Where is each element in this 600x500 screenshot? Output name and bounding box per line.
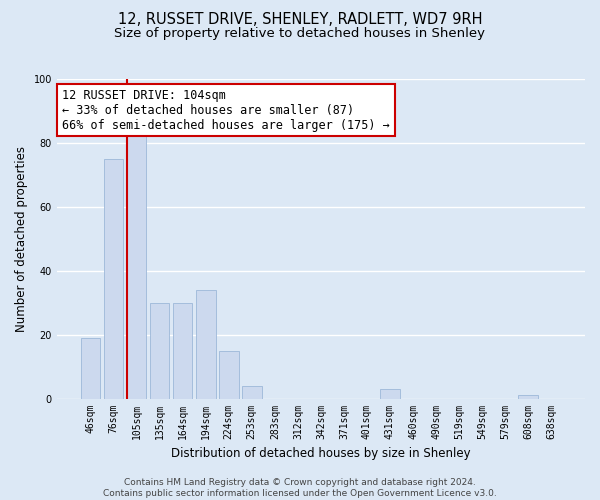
Bar — [173, 302, 193, 398]
Text: 12 RUSSET DRIVE: 104sqm
← 33% of detached houses are smaller (87)
66% of semi-de: 12 RUSSET DRIVE: 104sqm ← 33% of detache… — [62, 88, 390, 132]
Text: Contains HM Land Registry data © Crown copyright and database right 2024.
Contai: Contains HM Land Registry data © Crown c… — [103, 478, 497, 498]
Bar — [518, 396, 538, 398]
X-axis label: Distribution of detached houses by size in Shenley: Distribution of detached houses by size … — [171, 447, 471, 460]
Y-axis label: Number of detached properties: Number of detached properties — [15, 146, 28, 332]
Text: 12, RUSSET DRIVE, SHENLEY, RADLETT, WD7 9RH: 12, RUSSET DRIVE, SHENLEY, RADLETT, WD7 … — [118, 12, 482, 28]
Bar — [150, 302, 169, 398]
Bar — [380, 389, 400, 398]
Bar — [104, 159, 124, 398]
Bar — [81, 338, 100, 398]
Bar — [242, 386, 262, 398]
Bar — [219, 350, 239, 399]
Bar — [196, 290, 215, 399]
Bar — [127, 127, 146, 398]
Text: Size of property relative to detached houses in Shenley: Size of property relative to detached ho… — [115, 28, 485, 40]
